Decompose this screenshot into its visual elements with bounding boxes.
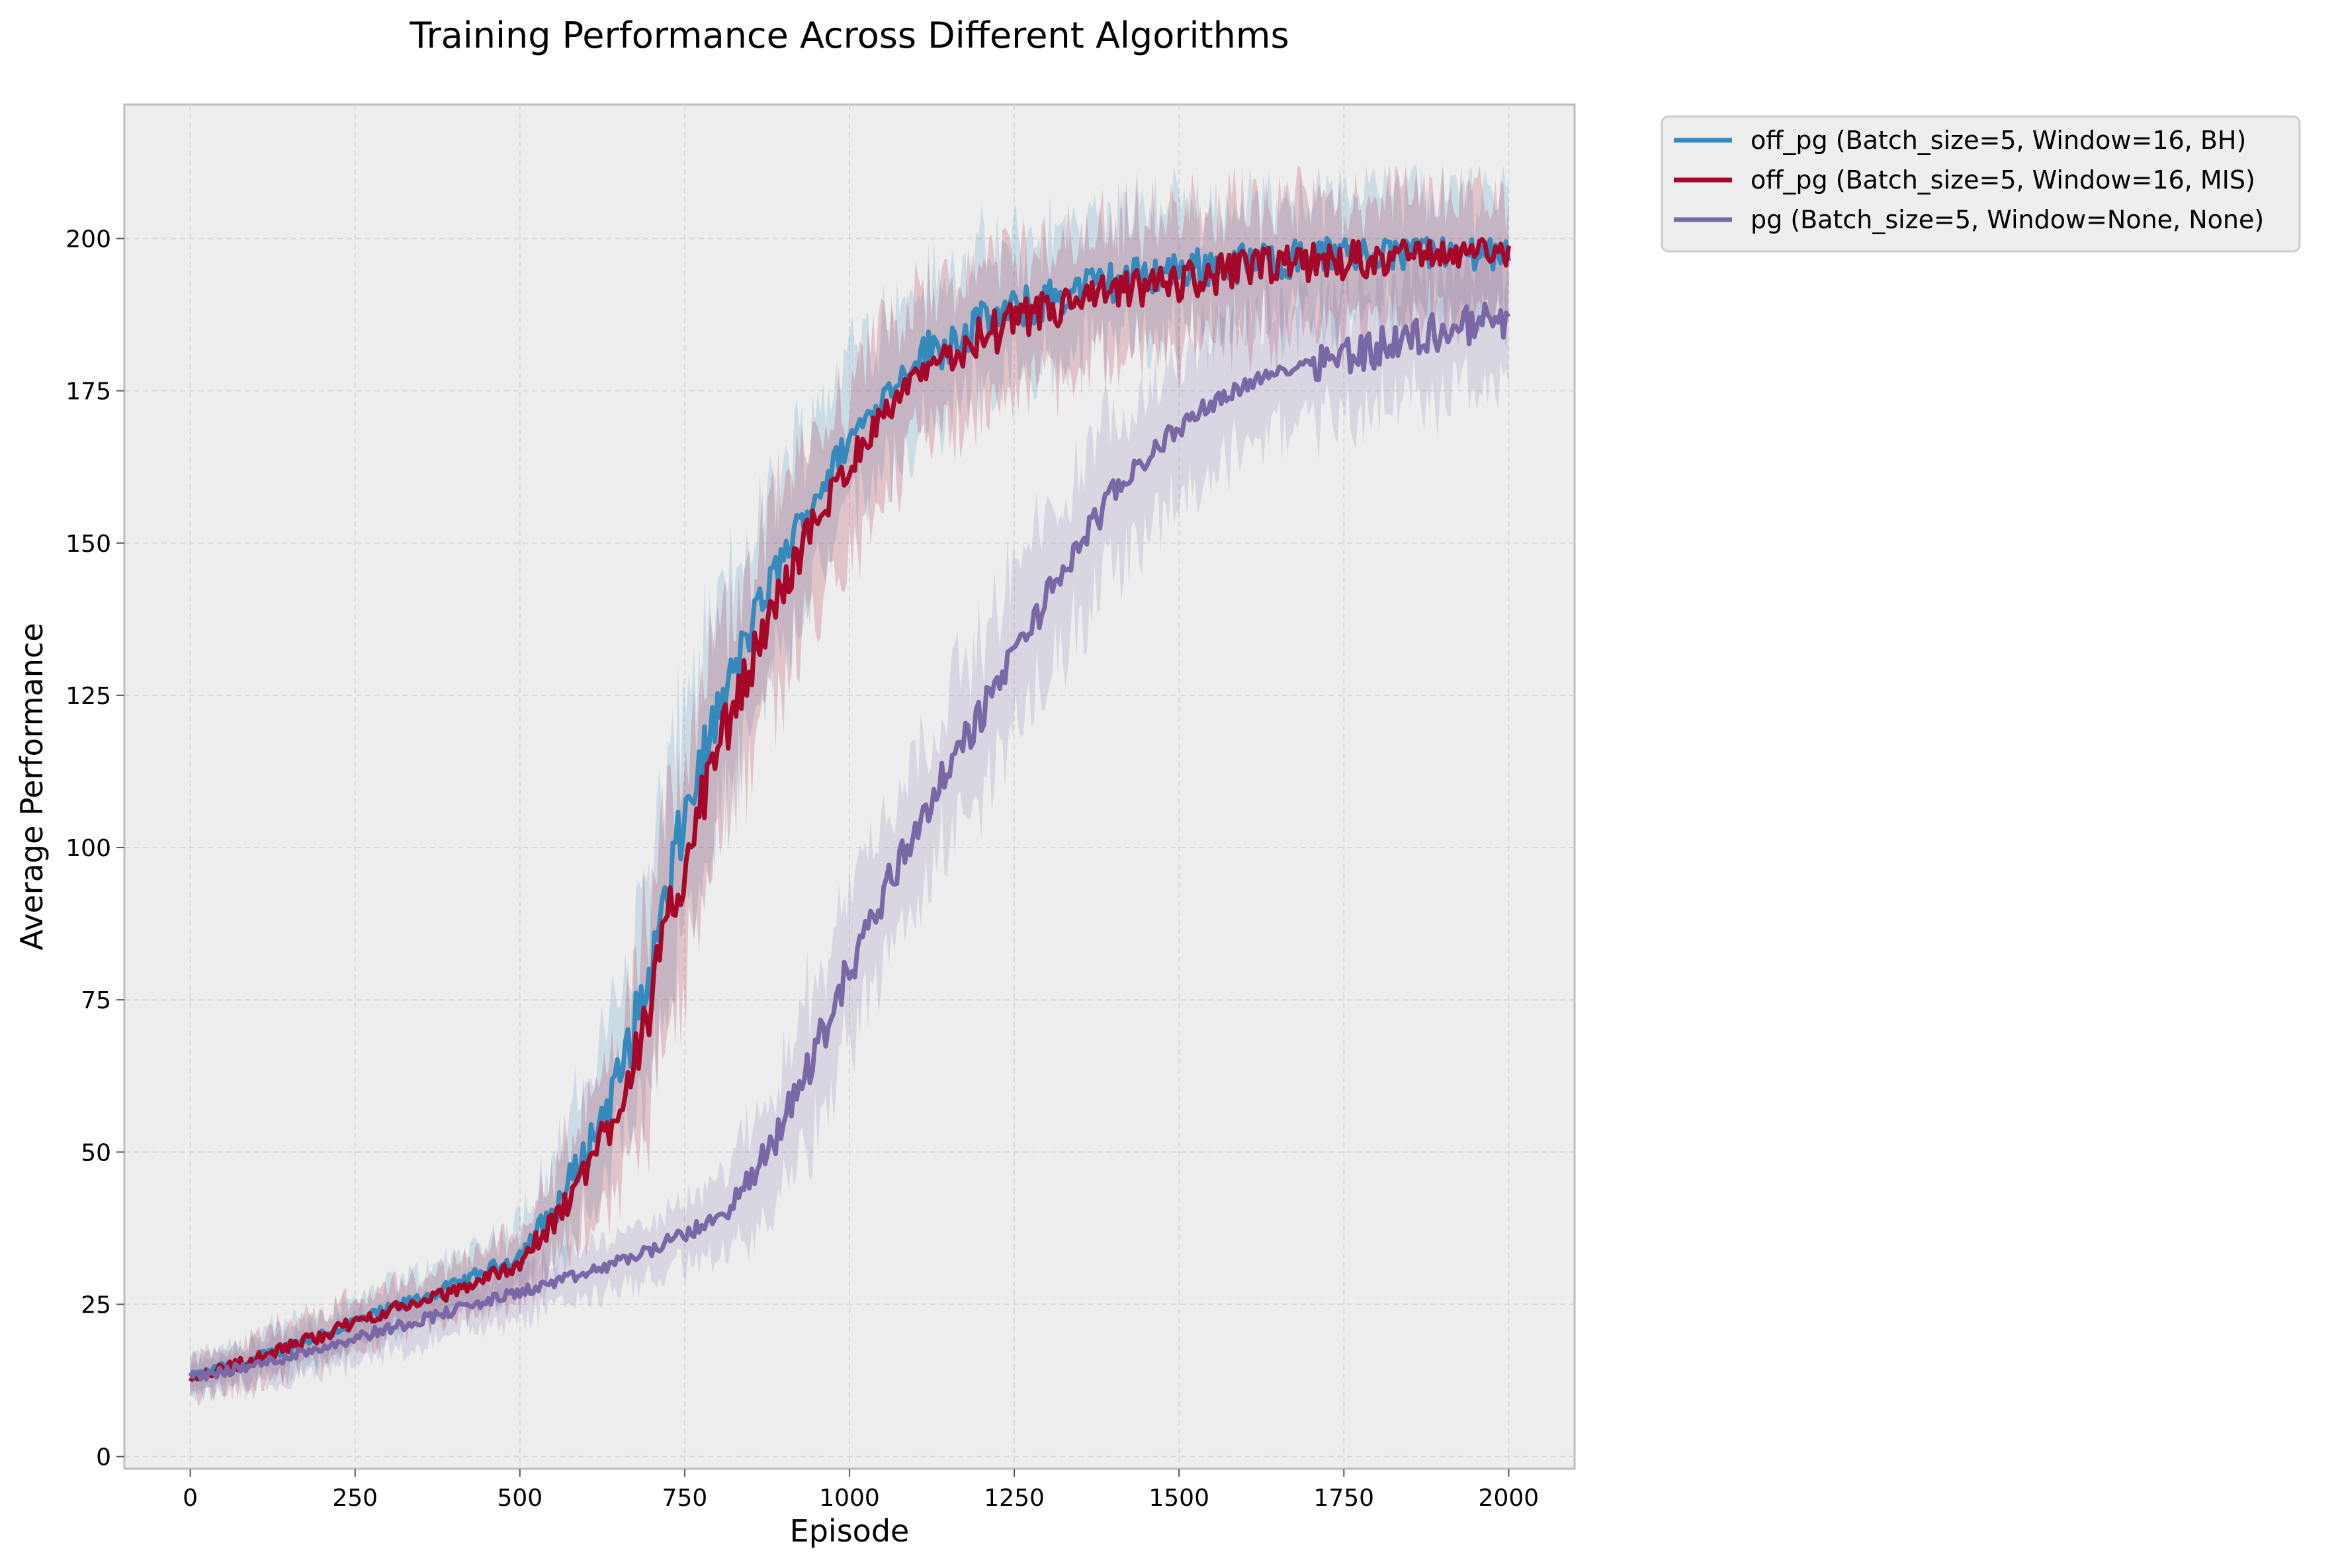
y-tick-label: 75 bbox=[81, 987, 111, 1014]
x-tick-label: 2000 bbox=[1479, 1485, 1540, 1512]
legend-label: pg (Batch_size=5, Window=None, None) bbox=[1751, 205, 2264, 234]
y-tick-label: 100 bbox=[65, 835, 111, 862]
x-tick-label: 500 bbox=[497, 1485, 542, 1512]
y-tick-label: 125 bbox=[65, 683, 111, 710]
x-axis-title: Episode bbox=[790, 1513, 910, 1549]
series-band-1 bbox=[190, 165, 1509, 1407]
x-tick-label: 0 bbox=[183, 1485, 198, 1512]
legend-label: off_pg (Batch_size=5, Window=16, BH) bbox=[1751, 126, 2246, 155]
x-tick-label: 1750 bbox=[1313, 1485, 1374, 1512]
y-tick-label: 0 bbox=[96, 1444, 111, 1471]
series-line-2 bbox=[188, 301, 1511, 1382]
x-tick-label: 1000 bbox=[819, 1485, 880, 1512]
series-lines bbox=[188, 236, 1511, 1383]
grid bbox=[124, 105, 1575, 1469]
y-ticks: 0 25 50 75 100 125 150 175 200 bbox=[65, 226, 124, 1471]
y-tick-label: 200 bbox=[65, 226, 111, 253]
y-tick-label: 25 bbox=[81, 1291, 111, 1319]
y-tick-label: 50 bbox=[81, 1139, 111, 1166]
y-tick-label: 150 bbox=[65, 531, 111, 558]
legend-box bbox=[1661, 115, 2301, 253]
x-ticks: 0 250 500 750 1000 1250 1500 1750 2000 bbox=[183, 1469, 1539, 1512]
y-axis-title: Average Performance bbox=[14, 623, 50, 950]
series-line-1 bbox=[188, 237, 1511, 1383]
legend: off_pg (Batch_size=5, Window=16, BH) off_… bbox=[1661, 115, 2301, 253]
series-band-0 bbox=[190, 165, 1509, 1403]
x-tick-label: 750 bbox=[662, 1485, 708, 1512]
x-tick-label: 1250 bbox=[984, 1485, 1045, 1512]
chart-title: Training Performance Across Different Al… bbox=[409, 15, 1289, 56]
y-tick-label: 175 bbox=[65, 378, 111, 406]
x-tick-label: 250 bbox=[332, 1485, 378, 1512]
x-tick-label: 1500 bbox=[1149, 1485, 1209, 1512]
legend-label: off_pg (Batch_size=5, Window=16, MIS) bbox=[1751, 165, 2255, 195]
